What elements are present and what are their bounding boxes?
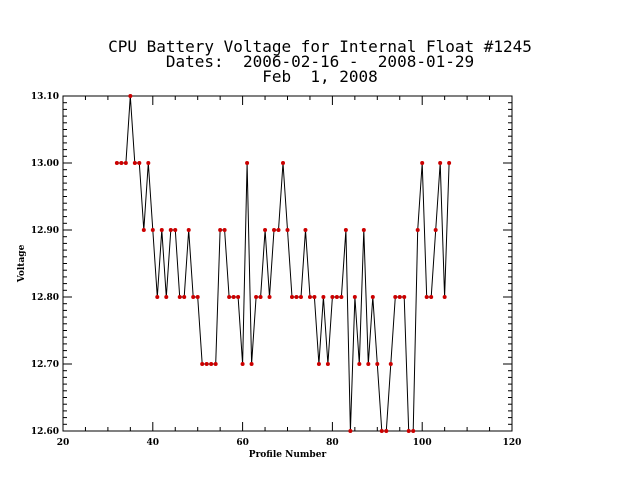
data-point xyxy=(276,228,281,232)
data-point xyxy=(321,295,326,299)
data-point xyxy=(240,362,245,366)
data-point xyxy=(123,161,128,165)
chart-title-line-3: Feb 1, 2008 xyxy=(262,67,378,86)
data-point xyxy=(334,295,339,299)
data-point xyxy=(289,295,294,299)
data-point xyxy=(267,295,272,299)
data-point xyxy=(231,295,236,299)
x-tick-label: 20 xyxy=(57,438,70,448)
x-tick-label: 100 xyxy=(413,438,432,448)
data-point xyxy=(272,228,277,232)
data-point xyxy=(307,295,312,299)
data-point xyxy=(433,228,438,232)
voltage-series-line xyxy=(116,95,450,432)
data-point xyxy=(442,295,447,299)
data-point xyxy=(402,295,407,299)
data-point xyxy=(132,161,137,165)
data-point xyxy=(285,228,290,232)
data-point xyxy=(343,228,348,232)
data-point xyxy=(137,161,142,165)
data-point xyxy=(200,362,205,366)
x-tick-label: 80 xyxy=(326,438,339,448)
data-point xyxy=(429,295,434,299)
y-axis-label: Voltage xyxy=(17,244,27,283)
y-tick-label: 13.10 xyxy=(31,92,59,102)
y-tick-label: 12.90 xyxy=(31,226,59,236)
data-point xyxy=(222,228,227,232)
data-point xyxy=(218,228,223,232)
data-point xyxy=(366,362,371,366)
x-tick-label: 40 xyxy=(147,438,160,448)
data-point xyxy=(155,295,160,299)
data-point xyxy=(312,295,317,299)
data-point xyxy=(213,362,218,366)
data-point xyxy=(438,161,443,165)
data-point xyxy=(263,228,268,232)
data-point xyxy=(348,429,353,433)
y-tick-label: 13.00 xyxy=(31,159,59,169)
data-point xyxy=(361,228,366,232)
data-point xyxy=(168,228,173,232)
data-point xyxy=(114,161,119,165)
chart-title-line-1: CPU Battery Voltage for Internal Float #… xyxy=(108,37,532,56)
data-point xyxy=(303,228,308,232)
data-point xyxy=(325,362,330,366)
data-point xyxy=(415,228,420,232)
x-tick-label: 60 xyxy=(236,438,249,448)
x-tick-label: 120 xyxy=(503,438,522,448)
data-point xyxy=(150,228,155,232)
x-axis-label: Profile Number xyxy=(249,450,327,460)
data-point xyxy=(177,295,182,299)
data-point xyxy=(330,295,335,299)
data-point xyxy=(294,295,299,299)
data-point xyxy=(424,295,429,299)
data-point xyxy=(245,161,250,165)
y-tick-label: 12.60 xyxy=(31,427,59,437)
data-point xyxy=(258,295,263,299)
data-point xyxy=(375,362,380,366)
data-point xyxy=(128,94,133,98)
data-point xyxy=(209,362,214,366)
data-point xyxy=(164,295,169,299)
data-point xyxy=(227,295,232,299)
data-point xyxy=(159,228,164,232)
data-point xyxy=(186,228,191,232)
data-point xyxy=(195,295,200,299)
data-point xyxy=(119,161,124,165)
data-point xyxy=(298,295,303,299)
data-point xyxy=(397,295,402,299)
data-point xyxy=(182,295,187,299)
y-tick-label: 12.80 xyxy=(31,293,59,303)
data-point xyxy=(173,228,178,232)
data-point xyxy=(406,429,411,433)
data-point xyxy=(249,362,254,366)
data-point xyxy=(254,295,259,299)
data-point xyxy=(384,429,389,433)
data-point xyxy=(411,429,416,433)
data-point xyxy=(393,295,398,299)
data-point xyxy=(388,362,393,366)
data-point xyxy=(379,429,384,433)
data-point xyxy=(204,362,209,366)
data-point xyxy=(316,362,321,366)
data-point xyxy=(447,161,452,165)
y-tick-label: 12.70 xyxy=(31,360,59,370)
data-point xyxy=(141,228,146,232)
data-point xyxy=(370,295,375,299)
data-point xyxy=(191,295,196,299)
data-point xyxy=(236,295,241,299)
data-point xyxy=(146,161,151,165)
plot-frame xyxy=(62,95,513,432)
data-point xyxy=(357,362,362,366)
data-point xyxy=(420,161,425,165)
data-point xyxy=(339,295,344,299)
chart-series xyxy=(114,94,452,433)
chart-title-line-2: Dates: 2006-02-16 - 2008-01-29 xyxy=(165,52,475,71)
data-point xyxy=(352,295,357,299)
chart-axes: 20 40 60 80 100 120 12.60 12.70 12.80 12.90 13.00 1… xyxy=(31,92,522,448)
data-point xyxy=(281,161,286,165)
